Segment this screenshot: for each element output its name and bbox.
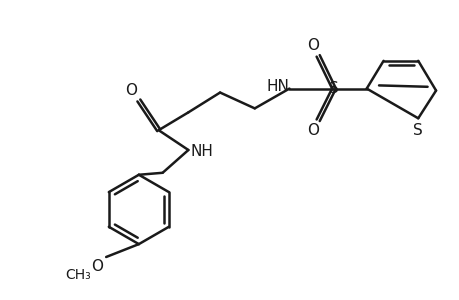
Text: O: O [125, 83, 137, 98]
Text: HN: HN [266, 79, 288, 94]
Text: S: S [329, 81, 338, 96]
Text: O: O [91, 260, 103, 274]
Text: NH: NH [190, 145, 213, 160]
Text: O: O [307, 123, 319, 138]
Text: CH₃: CH₃ [65, 268, 91, 282]
Text: O: O [307, 38, 319, 53]
Text: S: S [413, 123, 422, 138]
